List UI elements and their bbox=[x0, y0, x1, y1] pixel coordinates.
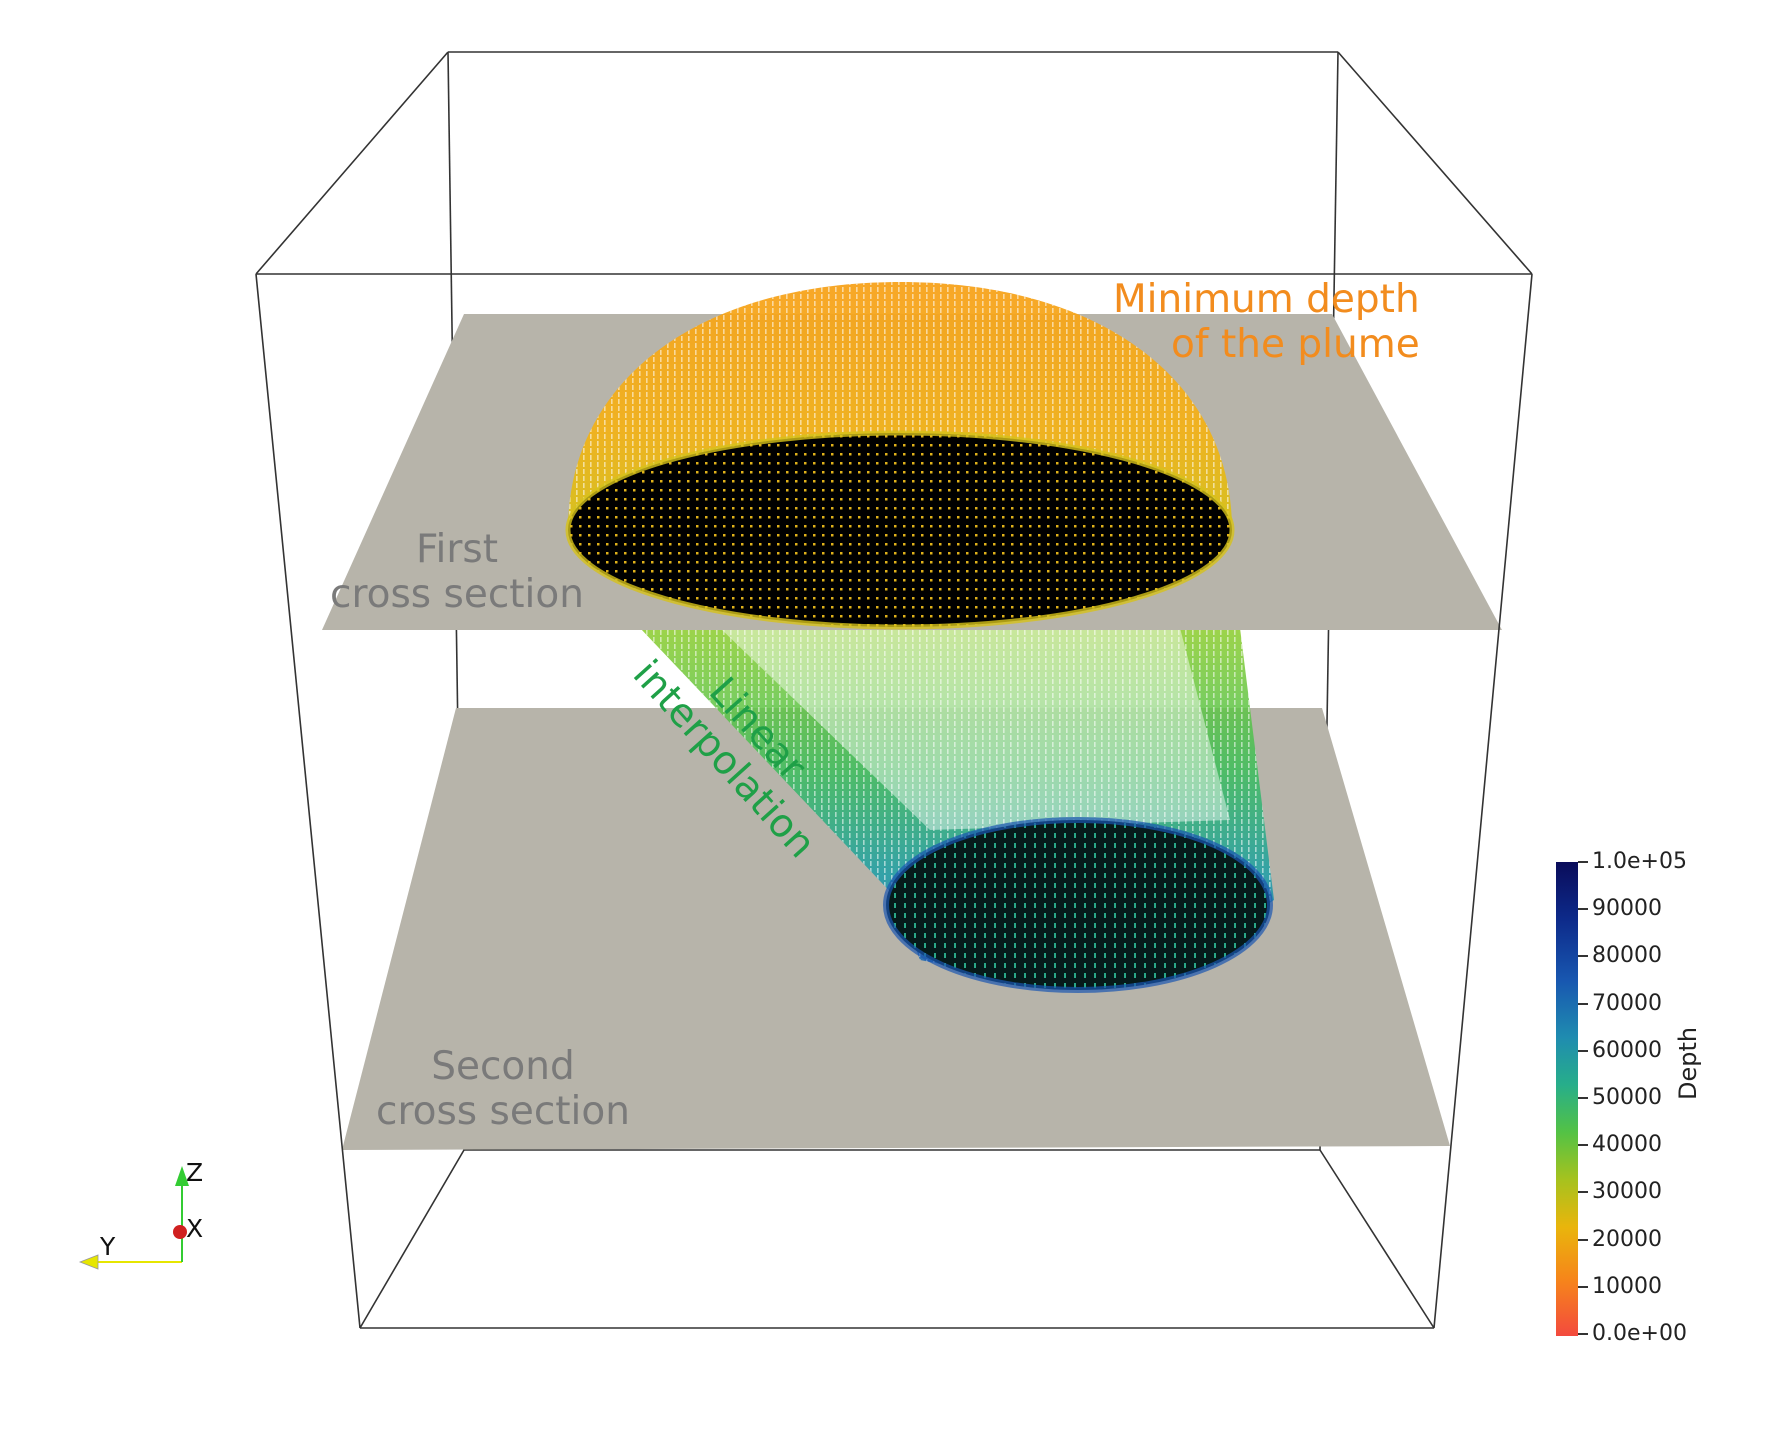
colorbar-tick-mark bbox=[1578, 1097, 1588, 1099]
colorbar-tick-mark bbox=[1578, 1049, 1588, 1052]
colorbar-tick-label: 70000 bbox=[1592, 990, 1662, 1016]
x-axis-marker-icon bbox=[173, 1225, 187, 1239]
second-section-line-1: Second bbox=[431, 1044, 575, 1089]
colorbar-tick-mark bbox=[1578, 908, 1588, 911]
colorbar-tick-mark bbox=[1578, 1333, 1588, 1335]
colorbar-tick-label: 80000 bbox=[1592, 943, 1662, 969]
first-section-line-2: cross section bbox=[330, 571, 584, 617]
x-axis-label: X bbox=[186, 1214, 204, 1243]
colorbar-tick-mark bbox=[1578, 1191, 1588, 1194]
colorbar-tick-label: 10000 bbox=[1592, 1273, 1662, 1299]
bounding-box-front bbox=[255, 273, 1533, 1329]
colorbar-tick-label: 60000 bbox=[1592, 1037, 1662, 1063]
y-axis-label: Y bbox=[100, 1232, 116, 1261]
colorbar-tick-label: 0.0e+00 bbox=[1592, 1321, 1687, 1346]
second-section-line-2: cross section bbox=[376, 1088, 630, 1134]
colorbar-tick-label: 40000 bbox=[1592, 1132, 1662, 1158]
colorbar-tick-mark bbox=[1578, 1002, 1588, 1005]
first-section-line-1: First bbox=[415, 527, 499, 572]
colorbar-tick-label: 30000 bbox=[1592, 1179, 1662, 1205]
axes-triad bbox=[78, 1166, 189, 1270]
colorbar-tick-label: 50000 bbox=[1592, 1085, 1662, 1110]
first-cross-section-label: First cross section bbox=[320, 527, 594, 618]
colorbar-title: Depth bbox=[1674, 1026, 1702, 1100]
z-axis-arrow-icon bbox=[175, 1166, 189, 1186]
colorbar-tick-mark bbox=[1578, 1238, 1588, 1241]
colorbar-tick-label: 90000 bbox=[1592, 896, 1662, 922]
colorbar-tick-label: 1.0e+05 bbox=[1592, 849, 1687, 874]
colorbar-tick-label: 20000 bbox=[1592, 1226, 1662, 1252]
y-axis-arrow-icon bbox=[78, 1254, 99, 1270]
first-cross-section-plume bbox=[568, 433, 1232, 627]
minimum-depth-line-1: Minimum depth bbox=[1113, 277, 1420, 322]
colorbar-tick-mark bbox=[1578, 955, 1588, 958]
depth-colorbar bbox=[1556, 862, 1578, 1336]
colorbar-tick-mark bbox=[1578, 1144, 1588, 1147]
minimum-depth-line-2: of the plume bbox=[1171, 321, 1420, 367]
second-cross-section-plume bbox=[886, 820, 1270, 990]
colorbar-tick-mark bbox=[1578, 1285, 1588, 1288]
z-axis-label: Z bbox=[186, 1158, 204, 1187]
second-cross-section-label: Second cross section bbox=[366, 1044, 640, 1135]
minimum-depth-label: Minimum depth of the plume bbox=[1093, 277, 1420, 368]
bounding-box-sides bbox=[255, 51, 1533, 1329]
colorbar-tick-mark bbox=[1578, 861, 1588, 863]
